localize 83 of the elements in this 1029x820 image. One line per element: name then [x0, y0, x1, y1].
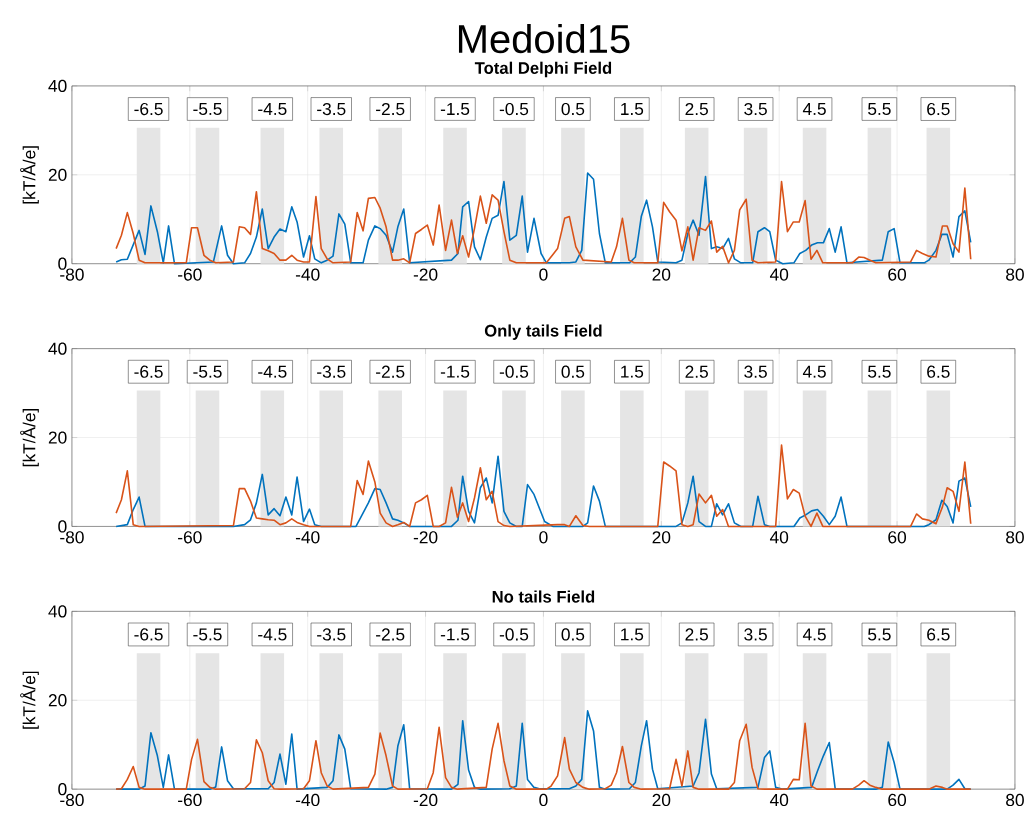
x-tick-label: 80 — [1006, 793, 1024, 807]
x-tick-label: -80 — [60, 268, 84, 281]
x-tick-label: -20 — [413, 268, 438, 281]
band-label: -2.5 — [376, 365, 405, 378]
band-label: -1.5 — [440, 628, 470, 641]
y-axis-title: [kT/Å/e] — [20, 671, 39, 729]
band-label: 2.5 — [685, 628, 708, 641]
band-label: -4.5 — [258, 628, 287, 641]
band-label: 5.5 — [868, 628, 891, 641]
chart-title: Medoid15 — [458, 23, 630, 54]
x-tick-label: -20 — [413, 531, 438, 544]
x-tick-label: -20 — [413, 793, 438, 807]
y-tick-label: 40 — [48, 79, 67, 92]
x-tick-label: 80 — [1006, 268, 1024, 281]
band-label: -0.5 — [499, 365, 529, 378]
band-label: -6.5 — [134, 365, 163, 378]
band-label: 1.5 — [621, 628, 644, 641]
x-tick-label: 0 — [539, 793, 548, 807]
x-tick-label: 20 — [652, 793, 671, 807]
band-label: 4.5 — [802, 628, 826, 641]
x-tick-label: -40 — [295, 793, 320, 807]
band-label: -1.5 — [440, 365, 470, 378]
band-label: -2.5 — [376, 628, 405, 641]
chart-title: Only tails Field — [484, 324, 602, 340]
x-tick-label: -60 — [178, 531, 202, 544]
band-label: 1.5 — [621, 365, 644, 378]
y-tick-label: 20 — [48, 694, 67, 707]
y-tick-label: 20 — [48, 431, 67, 444]
x-tick-label: 60 — [888, 268, 907, 281]
band-label: -3.5 — [317, 102, 346, 116]
band-label: 3.5 — [744, 102, 767, 116]
x-tick-label: 40 — [769, 793, 789, 807]
x-tick-label: 20 — [652, 531, 671, 544]
y-axis-title: [kT/Å/e] — [20, 146, 39, 204]
band-label: -5.5 — [193, 102, 222, 115]
x-tick-label: -60 — [178, 268, 202, 281]
y-tick-label: 0 — [58, 520, 67, 533]
band-label: 6.5 — [927, 365, 950, 378]
band-label: 0.5 — [561, 102, 585, 116]
x-tick-label: -40 — [295, 531, 320, 544]
band-label: -5.5 — [193, 365, 222, 378]
band-label: 5.5 — [868, 365, 891, 378]
band-label: -6.5 — [134, 102, 163, 116]
band-label: -1.5 — [440, 102, 470, 115]
band-label: -3.5 — [317, 628, 346, 641]
band-label: 6.5 — [927, 628, 950, 641]
band-label: -4.5 — [258, 102, 287, 115]
chart-subtitle: Total Delphi Field — [474, 61, 612, 78]
band-label: 1.5 — [621, 102, 644, 115]
x-tick-label: 60 — [888, 793, 907, 807]
x-tick-label: 40 — [769, 531, 789, 544]
x-tick-label: 60 — [888, 531, 907, 544]
band-label: 5.5 — [868, 102, 891, 115]
band-label: 2.5 — [685, 102, 708, 116]
y-tick-label: 40 — [48, 605, 67, 618]
x-tick-label: 80 — [1006, 531, 1024, 544]
chart-title: No tails Field — [492, 590, 595, 603]
band-label: -2.5 — [376, 102, 405, 116]
y-tick-label: 0 — [58, 257, 67, 270]
x-tick-label: -80 — [60, 531, 84, 544]
band-label: 4.5 — [802, 365, 826, 378]
band-label: 0.5 — [561, 365, 585, 378]
band-label: -0.5 — [499, 628, 529, 641]
band-label: 4.5 — [802, 102, 826, 115]
band-label: -6.5 — [134, 628, 163, 641]
band-label: -5.5 — [193, 628, 222, 641]
x-tick-label: 0 — [539, 268, 548, 281]
y-axis-title: [kT/Å/e] — [20, 408, 39, 467]
band-label: -3.5 — [317, 365, 346, 378]
band-label: 0.5 — [561, 628, 585, 641]
x-tick-label: -40 — [295, 268, 320, 281]
band-label: 2.5 — [685, 365, 708, 378]
x-tick-label: -60 — [178, 793, 202, 807]
band-label: -4.5 — [258, 365, 287, 378]
y-tick-label: 40 — [48, 342, 67, 355]
band-label: -0.5 — [499, 102, 529, 116]
x-tick-label: 20 — [652, 268, 671, 281]
y-tick-label: 20 — [48, 168, 67, 181]
x-tick-label: 0 — [539, 531, 548, 544]
band-label: 3.5 — [744, 365, 767, 378]
x-tick-label: 40 — [769, 268, 789, 281]
band-label: 6.5 — [927, 102, 950, 116]
band-label: 3.5 — [744, 628, 767, 641]
